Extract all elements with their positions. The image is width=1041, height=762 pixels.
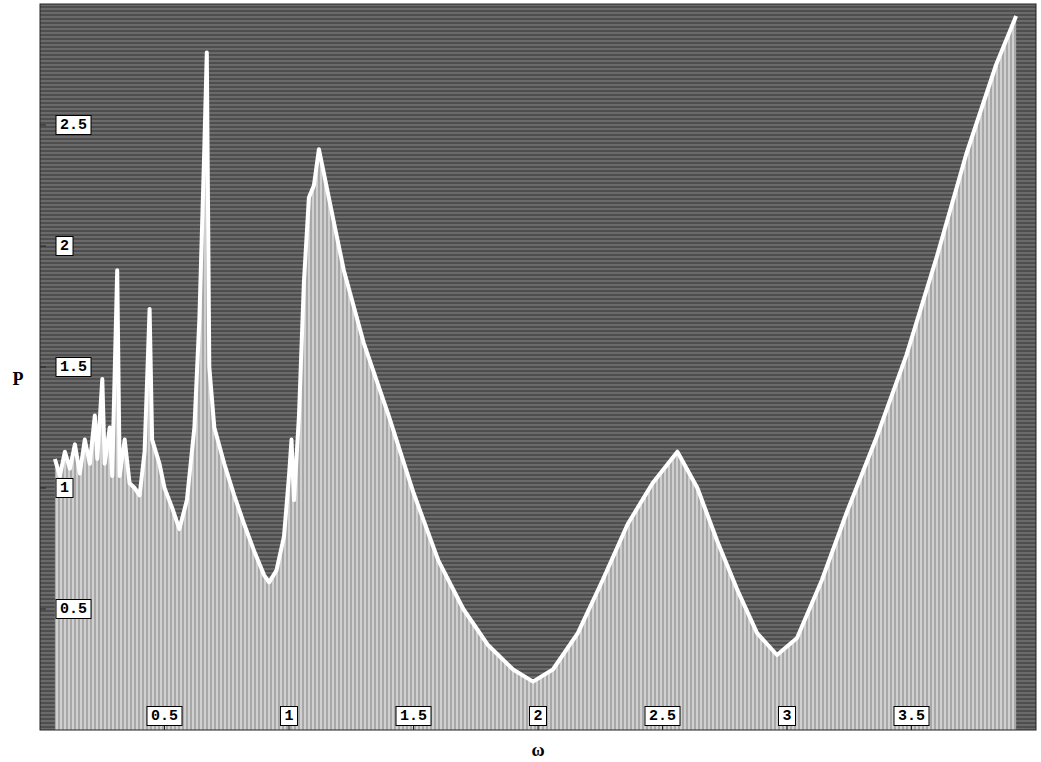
area — [55, 16, 1016, 730]
tick-label: 2 — [60, 238, 69, 255]
tick-label: 0.5 — [60, 601, 87, 618]
tick-label: 1.5 — [400, 708, 427, 725]
tick-label-box — [396, 707, 431, 726]
tick-label: 1 — [284, 708, 293, 725]
x-axis-title: ω — [531, 740, 544, 760]
frame — [40, 4, 1036, 730]
marks — [55, 16, 1016, 730]
tick-label-box — [56, 600, 91, 619]
plot-area — [40, 4, 1036, 730]
tick-label: 2.5 — [60, 117, 87, 134]
tick-label: 1.5 — [60, 359, 87, 376]
tick-label: 1 — [60, 480, 69, 497]
tick-label-box — [778, 707, 795, 726]
tick-label-box — [529, 707, 546, 726]
tick-label-box — [56, 358, 91, 377]
y-tick — [40, 367, 46, 368]
tick-label-box — [56, 116, 91, 135]
y-tick — [40, 609, 46, 610]
tick-label-box — [280, 707, 297, 726]
y-axis-title: P — [13, 369, 24, 389]
tick-label: 3 — [782, 708, 791, 725]
tick-label: 0.5 — [151, 708, 178, 725]
y-tick — [40, 246, 46, 247]
tick-label-box — [894, 707, 929, 726]
tick-label: 2.5 — [649, 708, 676, 725]
chart: 0.5 1 1.5 2 2.5 3 3.5 0.5 1 1.5 2 2.5 ω P — [0, 0, 1041, 762]
y-tick — [40, 125, 46, 126]
tick-label: 3.5 — [898, 708, 925, 725]
tick-label: 2 — [533, 708, 542, 725]
y-tick — [40, 488, 46, 489]
tick-label-box — [56, 479, 73, 498]
tick-label-box — [645, 707, 680, 726]
tick-label-box — [147, 707, 182, 726]
curve — [55, 16, 1016, 682]
background — [0, 0, 1041, 762]
tick-label-box — [56, 237, 73, 256]
